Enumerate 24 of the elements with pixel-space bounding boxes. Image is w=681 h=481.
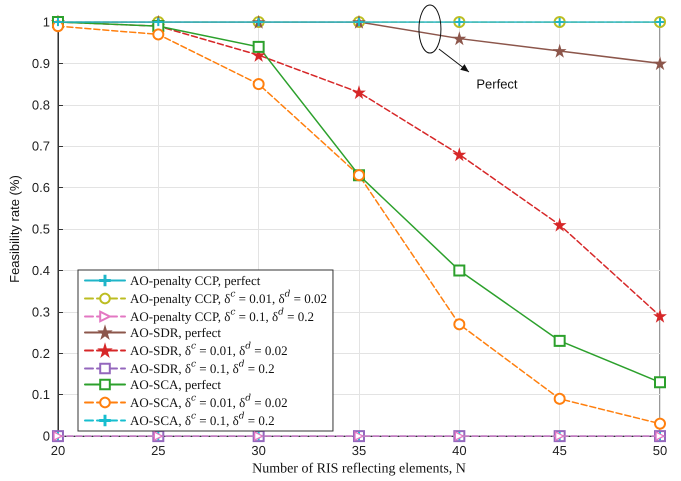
legend-label: AO-penalty CCP, perfect <box>130 273 261 288</box>
x-tick-label: 45 <box>552 443 567 458</box>
y-tick-label: 0.4 <box>32 262 50 278</box>
x-tick-label: 40 <box>452 443 467 458</box>
y-tick-label: 0.3 <box>32 304 50 320</box>
legend-label: AO-SCA, perfect <box>130 377 222 392</box>
legend-label: AO-SDR, perfect <box>130 325 222 340</box>
x-tick-label: 25 <box>151 443 166 458</box>
y-tick-label: 0.1 <box>32 387 50 402</box>
x-axis-title: Number of RIS reflecting elements, N <box>252 462 466 476</box>
y-tick-label: 0.2 <box>32 346 50 361</box>
y-tick-label: 0.6 <box>32 180 50 196</box>
x-tick-label: 30 <box>251 443 266 458</box>
x-tick-label: 50 <box>652 443 668 458</box>
y-tick-label: 0.5 <box>32 222 50 237</box>
y-tick-label: 0.9 <box>32 56 50 71</box>
y-tick-label: 0.8 <box>32 97 50 112</box>
y-axis-title: Feasibility rate (%) <box>7 175 22 283</box>
y-tick-label: 0.7 <box>32 138 50 154</box>
y-tick-label: 1 <box>42 14 50 30</box>
x-tick-label: 20 <box>50 443 66 458</box>
x-tick-label: 35 <box>352 443 366 458</box>
y-tick-label: 0 <box>42 428 50 444</box>
annotation: Perfect <box>476 76 518 92</box>
